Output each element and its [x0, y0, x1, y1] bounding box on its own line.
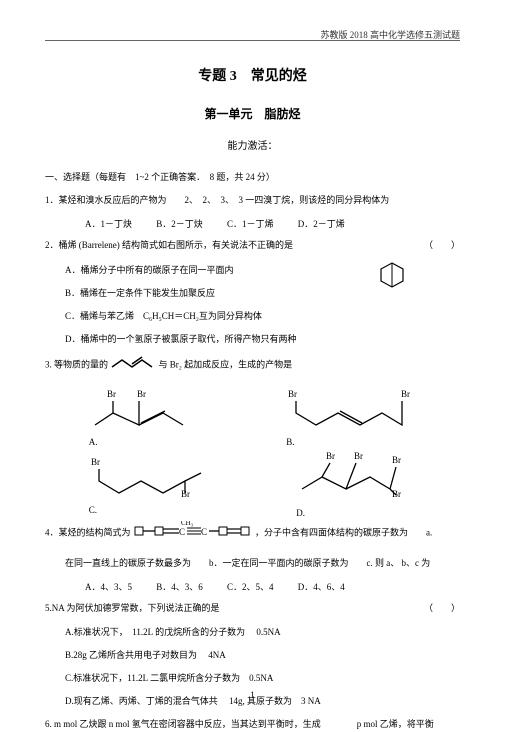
svg-text:C: C [179, 527, 185, 537]
svg-text:Br: Br [326, 451, 335, 461]
q4-line2: 在同一直线上的碳原子数最多为 b．一定在同一平面内的碳原子数为 c. 则 a、 … [45, 556, 460, 570]
q2-opt-c: C．桶烯与苯乙烯 C₆H₅CH＝CH₂互为同分异构体 [45, 309, 460, 322]
q2-opt-a: A．桶烯分子中所有的碳原子在同一平面内 [65, 265, 234, 275]
question-3: 3. 等物质的量的 与 Br₂ 起加成反应，生成的产物是 [45, 355, 460, 375]
q3-label-a: A. [89, 437, 199, 447]
svg-text:Br: Br [288, 389, 297, 399]
q3-label-d: D. [296, 508, 416, 518]
q2-opt-d: D．桶烯中的一个氢原子被氯原子取代，所得产物只有两种 [45, 332, 460, 345]
svg-text:Br: Br [354, 451, 363, 461]
q4-prefix: 4．某烃的结构简式为 [45, 527, 131, 537]
page-number: 1 [0, 690, 505, 700]
subtitle: 能力激活： [45, 137, 460, 152]
svg-text:C: C [201, 527, 207, 537]
q4-opt-b: B．4、3、6 [156, 582, 203, 592]
svg-text:Br: Br [137, 389, 146, 399]
section-1-heading: 一、选择题（每题有 1~2 个正确答案． 8 题，共 24 分） [45, 170, 460, 183]
topic-title: 专题 3 常见的烃 [45, 65, 460, 85]
svg-text:Br: Br [392, 455, 401, 465]
q3-label-c: C. [89, 505, 209, 515]
q2-paren: （ ） [424, 238, 460, 252]
q1-options: A．1－丁炔 B．2－丁炔 C．1－丁烯 D．2－丁烯 [45, 217, 460, 230]
svg-text:Br: Br [401, 389, 410, 399]
q3-prefix: 3. 等物质的量的 [45, 359, 108, 369]
svg-text:Br: Br [392, 489, 401, 499]
q1-opt-d: D．2－丁烯 [298, 219, 345, 229]
question-5: 5.NA 为阿伏加德罗常数，下列说法正确的是 （ ） [45, 601, 460, 615]
q1-opt-a: A．1－丁炔 [85, 219, 132, 229]
unit-title: 第一单元 脂肪烃 [45, 105, 460, 122]
q3-options-row2: Br Br C. Br Br Br Br D. [45, 453, 460, 513]
q5-opt-b: B.28g 乙烯所含共用电子对数目为 4NA [45, 648, 460, 661]
q4-options: A．4、3、5 B．4、3、6 C．2、5、4 D．4、6、4 [45, 580, 460, 593]
svg-text:Br: Br [107, 389, 116, 399]
svg-text:CH₃: CH₃ [181, 521, 194, 527]
q4-opt-d: D．4、6、4 [298, 582, 345, 592]
q1-opt-b: B．2－丁炔 [156, 219, 203, 229]
q5-paren: （ ） [424, 601, 460, 615]
q5-opt-a: A.标准状况下， 11.2L 的戊烷所含的分子数为 0.5NA [45, 625, 460, 638]
q3-options-row1: Br Br A. Br Br B. [45, 385, 460, 445]
svg-text:Br: Br [91, 457, 100, 467]
q5-stem: 5.NA 为阿伏加德罗常数，下列说法正确的是 [45, 603, 220, 613]
q3-label-b: B. [286, 437, 416, 447]
q1-opt-c: C．1－丁烯 [227, 219, 274, 229]
question-6: 6. m mol 乙炔跟 n mol 氢气在密闭容器中反应，当其达到平衡时，生成… [45, 717, 460, 731]
q3-reactant-structure [110, 355, 156, 375]
header-divider [45, 40, 460, 41]
q4-structure: C C CH₃ [133, 521, 253, 545]
q3-struct-b: Br Br B. [286, 383, 416, 447]
q4-opt-c: C．2、5、4 [227, 582, 274, 592]
q1-stem: 1．某烃和溴水反应后的产物为 2、 2、 3、 3 一四溴丁烷，则该烃的同分异构… [45, 195, 389, 205]
q3-struct-a: Br Br A. [89, 383, 199, 447]
q3-suffix: 与 Br₂ 起加成反应，生成的产物是 [159, 359, 293, 369]
question-2: 2．桶烯 (Barrelene) 结构简式如右图所示，有关说法不正确的是 （ ） [45, 238, 460, 252]
q4-opt-a: A．4、3、5 [85, 582, 132, 592]
question-1: 1．某烃和溴水反应后的产物为 2、 2、 3、 3 一四溴丁烷，则该烃的同分异构… [45, 193, 460, 207]
question-4: 4．某烃的结构简式为 C C CH₃ ，分子中含有四面体结构的碳原子数为 a. [45, 521, 460, 545]
q2-a-row: A．桶烯分子中所有的碳原子在同一平面内 [45, 263, 460, 276]
q5-opt-c: C.标准状况下，11.2L 二氯甲烷所含分子数为 0.5NA [45, 671, 460, 684]
q3-struct-d: Br Br Br Br D. [296, 449, 416, 518]
q4-suffix: ，分子中含有四面体结构的碳原子数为 a. [255, 527, 432, 537]
barrelene-icon [379, 261, 405, 291]
q3-struct-c: Br Br C. [89, 451, 209, 515]
q2-stem: 2．桶烯 (Barrelene) 结构简式如右图所示，有关说法不正确的是 [45, 240, 293, 250]
